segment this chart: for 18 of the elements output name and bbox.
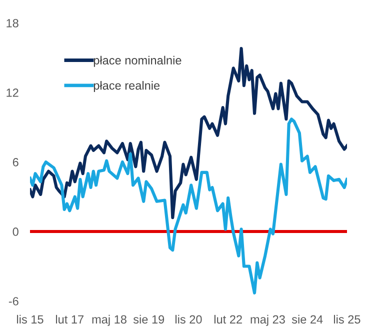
x-tick-label: sie 19 [133, 314, 164, 324]
line-series [30, 46, 347, 220]
y-tick-label: 18 [6, 19, 18, 28]
x-tick-label: lis 25 [334, 314, 360, 324]
x-tick-label: maj 23 [250, 314, 285, 326]
y-tick-label: 0 [12, 228, 18, 236]
y-tick-label: -6 [8, 297, 18, 306]
x-tick-label: lis 15 [17, 314, 44, 324]
x-tick-label: sie 24 [292, 314, 323, 324]
x-tick-label: lut 22 [214, 314, 242, 324]
legend-label: płace realnie [94, 81, 160, 92]
y-tick-label: 12 [6, 88, 18, 97]
x-tick-label: lis 20 [176, 314, 202, 324]
legend-label: płace nominalnie [94, 56, 182, 67]
x-tick-label: lut 17 [56, 314, 84, 324]
y-tick-label: 6 [12, 158, 18, 166]
x-tick-label: maj 18 [92, 314, 126, 326]
line-series [30, 118, 347, 294]
